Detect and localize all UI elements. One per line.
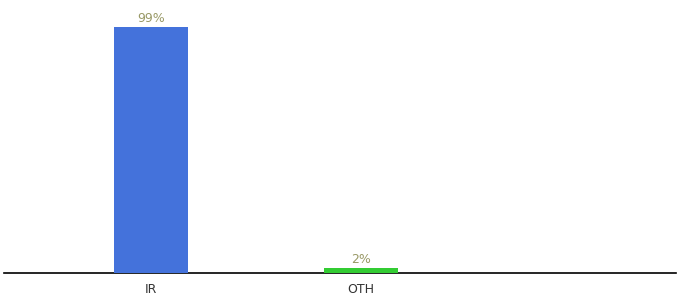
Bar: [114, 27, 188, 273]
Text: 2%: 2%: [351, 253, 371, 266]
Text: 99%: 99%: [137, 12, 165, 25]
Bar: [324, 268, 398, 273]
